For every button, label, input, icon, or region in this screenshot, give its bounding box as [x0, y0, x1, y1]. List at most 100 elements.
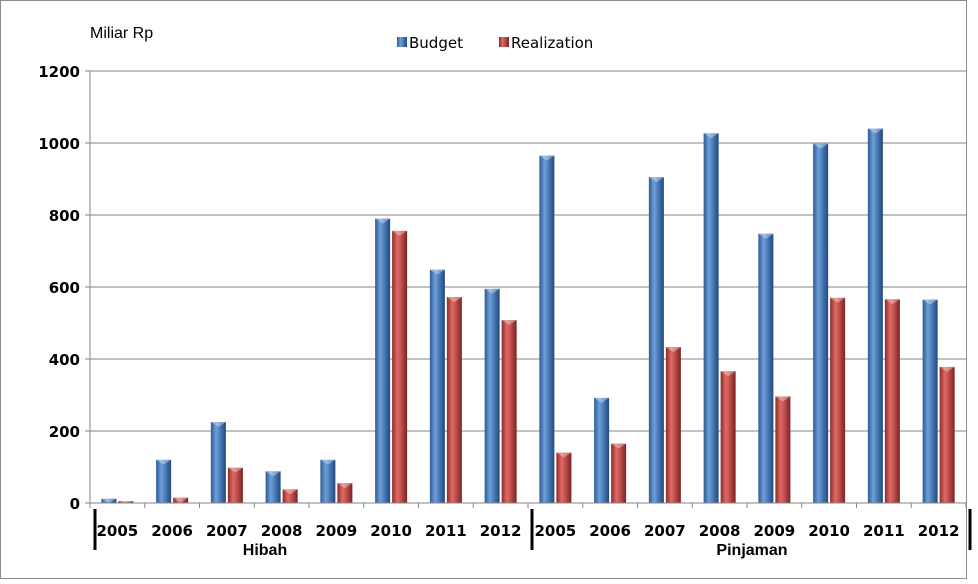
bar-realization-2010: [830, 297, 846, 503]
bar-cap-realization-2009: [337, 483, 353, 489]
x-tick-label: 2009: [754, 522, 796, 540]
bar-cap-realization-2007: [227, 467, 243, 473]
unit-label: Miliar Rp: [90, 25, 153, 42]
bar-budget-2009: [758, 233, 774, 503]
bar-cap-realization-2006: [611, 443, 627, 449]
legend-swatch-realization: [499, 37, 509, 47]
x-tick-label: 2011: [863, 522, 905, 540]
bar-budget-2010: [813, 143, 829, 503]
x-tick-label: 2006: [589, 522, 631, 540]
legend-label-budget: Budget: [409, 34, 463, 52]
bar-cap-budget-2009: [758, 233, 774, 239]
y-axis-ticks: 0 200 400 600 800 1000 1200: [38, 63, 90, 513]
x-tick-label: 2010: [808, 522, 850, 540]
bar-budget-2009: [320, 459, 336, 503]
bar-budget-2012: [922, 299, 938, 503]
bar-realization-2009: [337, 483, 353, 503]
bar-cap-budget-2005: [101, 498, 117, 503]
bar-realization-2005: [118, 501, 134, 503]
bar-cap-budget-2008: [703, 133, 719, 139]
y-tick-label: 600: [49, 279, 80, 297]
bar-budget-2005: [539, 155, 555, 503]
bar-cap-budget-2010: [375, 218, 391, 224]
y-tick-label: 800: [49, 207, 80, 225]
group-label-hibah: Hibah: [243, 542, 287, 559]
y-tick-label: 400: [49, 351, 80, 369]
bar-realization-2010: [392, 230, 408, 503]
bar-realization-2006: [173, 497, 189, 503]
bar-budget-2011: [867, 128, 883, 503]
bar-cap-realization-2010: [830, 297, 846, 303]
x-tick-label: 2005: [535, 522, 577, 540]
bar-budget-2005: [101, 498, 117, 503]
bar-cap-budget-2011: [429, 269, 445, 275]
group-label-pinjaman: Pinjaman: [716, 542, 787, 559]
x-tick-label: 2007: [206, 522, 248, 540]
bar-realization-2009: [775, 396, 791, 503]
x-tick-label: 2012: [480, 522, 522, 540]
x-axis-ticks: 2005 2006 2007 2008 2009 2010 2011 2012 2005 2006…: [89, 503, 967, 540]
x-tick-label: 2008: [261, 522, 303, 540]
bar-realization-2012: [501, 320, 517, 503]
bar-budget-2006: [156, 459, 172, 503]
bar-cap-budget-2011: [867, 128, 883, 134]
bar-cap-budget-2009: [320, 459, 336, 465]
bar-cap-budget-2007: [648, 177, 664, 183]
bar-budget-2008: [265, 471, 281, 503]
bar-cap-realization-2006: [173, 497, 189, 503]
bar-cap-budget-2007: [210, 422, 226, 427]
x-tick-label: 2009: [316, 522, 358, 540]
bar-budget-2010: [375, 218, 391, 503]
bars: [101, 128, 955, 503]
bar-cap-realization-2011: [884, 299, 900, 305]
bar-budget-2007: [210, 422, 226, 503]
bar-realization-2005: [556, 452, 572, 503]
bar-cap-realization-2011: [446, 297, 462, 303]
bar-cap-budget-2010: [813, 143, 829, 149]
bar-cap-budget-2012: [922, 299, 938, 305]
x-tick-label: 2012: [918, 522, 960, 540]
bar-realization-2011: [446, 297, 462, 503]
bar-cap-realization-2007: [665, 347, 681, 353]
bar-realization-2007: [227, 467, 243, 503]
x-tick-label: 2011: [425, 522, 467, 540]
bar-cap-realization-2008: [720, 371, 736, 377]
x-tick-label: 2008: [699, 522, 741, 540]
bar-cap-budget-2012: [484, 288, 500, 294]
bar-realization-2012: [939, 366, 955, 503]
bar-cap-realization-2012: [939, 366, 955, 372]
y-tick-label: 0: [70, 495, 80, 513]
legend-label-realization: Realization: [511, 34, 593, 52]
bar-realization-2011: [884, 299, 900, 503]
bar-cap-realization-2005: [556, 452, 572, 458]
x-tick-label: 2006: [151, 522, 193, 540]
bar-cap-budget-2005: [539, 155, 555, 161]
bar-cap-realization-2005: [118, 501, 134, 503]
bar-budget-2006: [594, 397, 610, 503]
bar-cap-budget-2006: [594, 397, 610, 403]
bar-realization-2006: [611, 443, 627, 503]
bar-cap-budget-2006: [156, 459, 172, 465]
y-tick-label: 1200: [38, 63, 80, 81]
legend: Budget Realization: [397, 34, 593, 52]
bar-cap-budget-2008: [265, 471, 281, 477]
bar-cap-realization-2012: [501, 320, 517, 326]
bar-realization-2008: [282, 489, 298, 503]
x-tick-label: 2007: [644, 522, 686, 540]
bar-cap-realization-2010: [392, 230, 408, 236]
bar-budget-2011: [429, 269, 445, 503]
bar-cap-realization-2008: [282, 489, 298, 495]
bar-realization-2008: [720, 371, 736, 503]
legend-swatch-budget: [397, 37, 407, 47]
x-tick-label: 2005: [97, 522, 139, 540]
bar-realization-2007: [665, 347, 681, 503]
bar-cap-realization-2009: [775, 396, 791, 402]
bar-budget-2008: [703, 133, 719, 503]
x-tick-label: 2010: [370, 522, 412, 540]
y-tick-label: 1000: [38, 135, 80, 153]
bar-budget-2007: [648, 177, 664, 503]
y-tick-label: 200: [49, 423, 80, 441]
bar-budget-2012: [484, 288, 500, 503]
